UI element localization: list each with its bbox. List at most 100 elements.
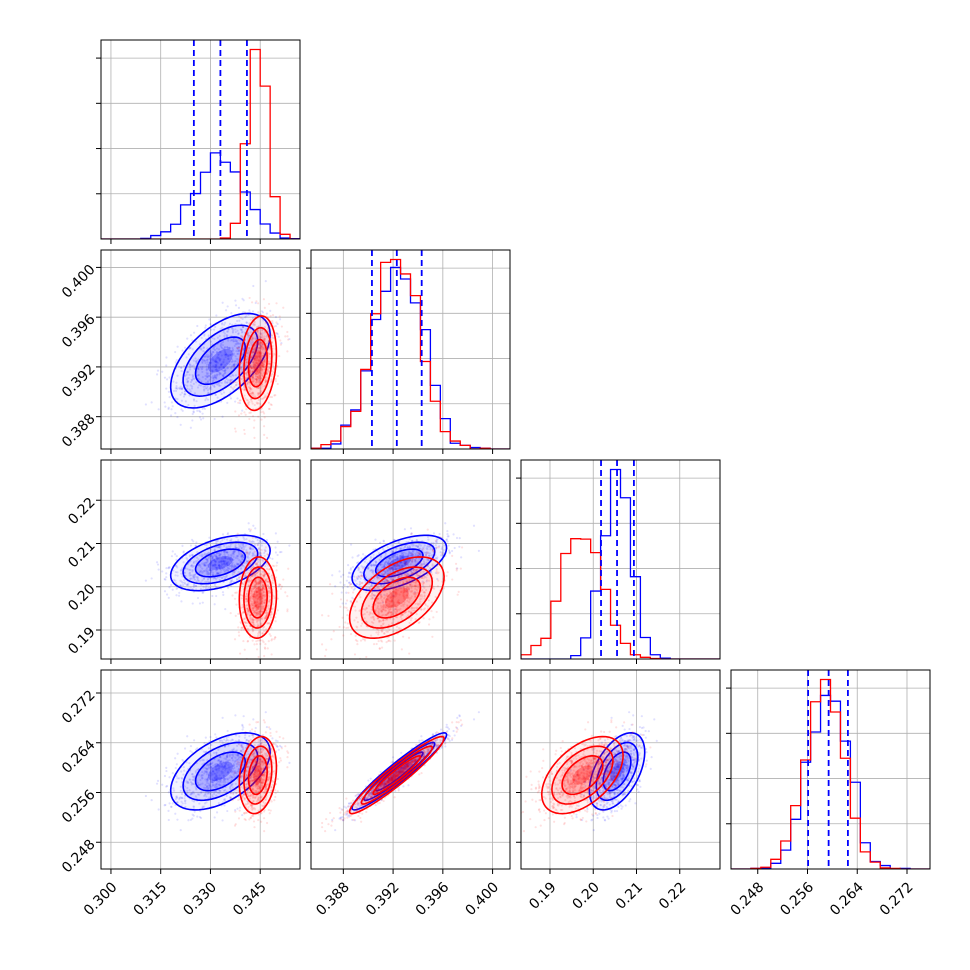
scatter-point bbox=[268, 591, 271, 594]
scatter-point bbox=[144, 579, 147, 582]
scatter-point bbox=[229, 557, 232, 561]
scatter-point bbox=[241, 554, 244, 558]
scatter-point bbox=[263, 412, 266, 415]
scatter-point bbox=[187, 583, 190, 586]
scatter-point bbox=[233, 569, 236, 572]
scatter-point bbox=[349, 633, 353, 636]
scatter-point bbox=[241, 381, 244, 384]
scatter-point bbox=[229, 385, 233, 389]
scatter-point bbox=[255, 343, 258, 346]
scatter-point bbox=[253, 324, 256, 327]
scatter-point bbox=[264, 546, 267, 549]
scatter-point bbox=[234, 545, 237, 548]
scatter-point bbox=[216, 540, 219, 543]
scatter-point bbox=[374, 538, 377, 541]
scatter-point bbox=[205, 570, 208, 573]
scatter-point bbox=[226, 564, 230, 567]
scatter-point bbox=[240, 626, 243, 630]
scatter-point bbox=[253, 315, 257, 318]
scatter-point bbox=[245, 377, 248, 381]
scatter-point bbox=[269, 546, 272, 549]
scatter-point bbox=[261, 594, 264, 597]
scatter-point bbox=[260, 564, 264, 568]
scatter-point bbox=[260, 418, 263, 421]
scatter-point bbox=[196, 596, 200, 600]
scatter-point bbox=[239, 342, 242, 345]
scatter-point bbox=[268, 556, 272, 560]
scatter-point bbox=[261, 343, 264, 346]
scatter-point bbox=[251, 564, 255, 567]
scatter-point bbox=[250, 366, 253, 370]
scatter-point bbox=[255, 350, 258, 354]
scatter-point bbox=[287, 567, 290, 570]
scatter-point bbox=[267, 362, 270, 365]
scatter-point bbox=[431, 549, 434, 552]
scatter-point bbox=[259, 608, 263, 611]
scatter-point bbox=[257, 368, 260, 372]
scatter-point bbox=[184, 393, 187, 396]
scatter-point bbox=[273, 353, 276, 356]
scatter-point bbox=[230, 554, 233, 557]
scatter-point bbox=[253, 601, 256, 605]
scatter-point bbox=[182, 550, 185, 553]
scatter-point bbox=[215, 568, 219, 572]
scatter-point bbox=[265, 613, 268, 616]
scatter-point bbox=[252, 323, 255, 326]
scatter-point bbox=[167, 566, 170, 569]
scatter-point bbox=[228, 539, 231, 542]
scatter-point bbox=[255, 607, 258, 610]
scatter-point bbox=[230, 559, 233, 562]
scatter-point bbox=[201, 591, 204, 594]
scatter-point bbox=[240, 606, 243, 609]
scatter-point bbox=[216, 556, 220, 560]
scatter-point bbox=[261, 317, 265, 320]
scatter-point bbox=[218, 366, 221, 369]
scatter-point bbox=[165, 576, 168, 579]
scatter-point bbox=[217, 573, 220, 576]
scatter-point bbox=[229, 378, 233, 382]
scatter-point bbox=[251, 415, 255, 418]
scatter-point bbox=[224, 351, 227, 355]
scatter-point bbox=[269, 314, 272, 318]
scatter-point bbox=[182, 395, 186, 398]
scatter-point bbox=[206, 358, 209, 361]
scatter-point bbox=[150, 577, 153, 580]
scatter-point bbox=[191, 554, 194, 557]
scatter-point bbox=[254, 561, 257, 564]
scatter-point bbox=[447, 544, 450, 547]
scatter-point bbox=[183, 393, 186, 396]
scatter-point bbox=[176, 398, 179, 401]
scatter-point bbox=[255, 335, 258, 338]
scatter-point bbox=[204, 324, 207, 327]
scatter-point bbox=[206, 570, 210, 574]
scatter-point bbox=[223, 350, 227, 353]
scatter-point bbox=[228, 347, 231, 350]
scatter-point bbox=[249, 398, 252, 401]
scatter-point bbox=[458, 537, 461, 540]
scatter-point bbox=[259, 623, 262, 626]
scatter-point bbox=[186, 387, 189, 390]
scatter-point bbox=[261, 383, 264, 386]
scatter-point bbox=[260, 341, 263, 344]
scatter-point bbox=[247, 385, 250, 389]
scatter-point bbox=[257, 398, 260, 402]
scatter-point bbox=[258, 591, 261, 595]
scatter-point bbox=[219, 560, 223, 563]
scatter-point bbox=[176, 345, 179, 348]
scatter-point bbox=[260, 387, 263, 390]
scatter-point bbox=[207, 391, 210, 395]
scatter-point bbox=[260, 361, 263, 364]
scatter-point bbox=[245, 321, 248, 324]
scatter-point bbox=[250, 339, 253, 342]
scatter-point bbox=[233, 565, 236, 568]
scatter-point bbox=[257, 594, 260, 597]
scatter-point bbox=[235, 562, 239, 565]
scatter-point bbox=[210, 352, 213, 356]
scatter-point bbox=[222, 558, 225, 561]
scatter-point bbox=[207, 354, 210, 357]
scatter-point bbox=[245, 372, 248, 376]
scatter-point bbox=[218, 359, 221, 362]
scatter-point bbox=[209, 577, 212, 580]
scatter-point bbox=[189, 554, 192, 557]
scatter-point bbox=[194, 357, 197, 360]
